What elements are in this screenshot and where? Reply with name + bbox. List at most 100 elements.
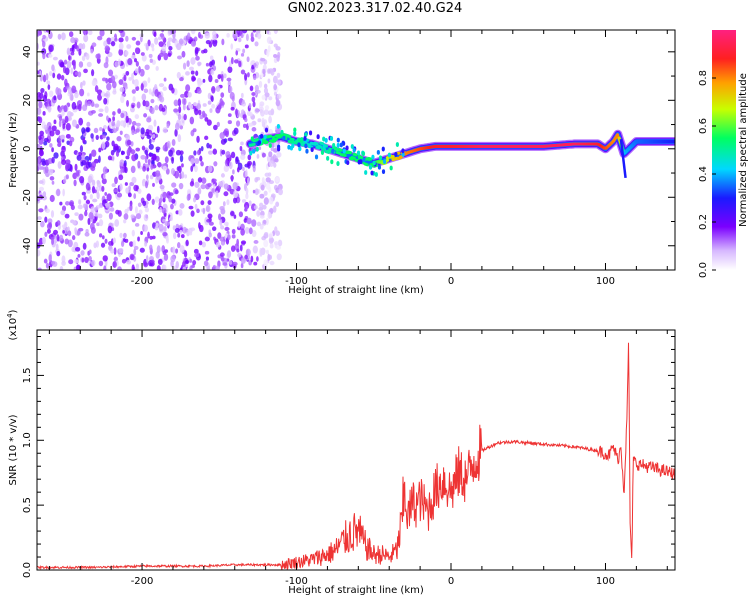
x-tick-label: 100 [596,276,615,287]
noise-cell [66,47,71,56]
ridge-blob [401,148,405,154]
noise-cell [131,104,135,109]
noise-cell [232,32,238,40]
noise-cell [144,64,150,71]
ridge-blob [376,149,380,155]
noise-cell [133,79,139,87]
noise-cell [196,135,200,143]
noise-cell [276,79,281,86]
noise-cell [191,76,197,81]
noise-cell [165,235,169,242]
noise-cell [59,61,65,68]
noise-cell [143,113,148,118]
noise-cell [86,100,92,107]
noise-cell [211,85,216,94]
noise-cell [240,228,245,236]
noise-cell [162,264,167,270]
noise-cell [253,239,259,244]
noise-cell [228,60,232,68]
noise-cell [161,30,164,33]
noise-cell [208,74,213,83]
noise-cell [83,194,87,201]
noise-cell [133,248,137,256]
noise-cell [83,68,88,74]
noise-cell [98,260,104,267]
noise-cell [194,181,200,188]
noise-cell [244,226,250,234]
noise-cell [179,93,186,98]
noise-cell [202,113,208,118]
noise-cell [49,130,55,137]
noise-cell [160,193,163,202]
noise-cell [92,198,98,203]
noise-cell [74,91,79,99]
noise-cell [125,155,130,160]
spectrogram-x-label: Height of straight line (km) [288,285,424,296]
noise-cell [96,89,103,95]
noise-cell [77,71,82,78]
noise-cell [82,138,86,144]
noise-cell [64,78,68,87]
noise-cell [233,190,238,199]
noise-cell [45,72,49,81]
noise-cell [42,191,47,198]
ridge-blob [329,136,334,141]
noise-cell [44,208,50,214]
noise-cell [107,69,114,77]
noise-cell [232,169,235,175]
noise-cell [158,223,164,232]
noise-cell [157,36,162,41]
noise-cell [196,88,202,94]
noise-cell [267,78,271,84]
noise-cell [132,96,136,102]
noise-cell [242,48,246,54]
noise-cell [177,98,182,107]
noise-cell [155,170,161,177]
noise-cell [102,255,108,262]
noise-cell [70,51,75,56]
noise-cell [148,152,152,158]
noise-cell [48,90,54,98]
noise-cell [148,53,153,58]
noise-cell [260,184,265,191]
noise-cell [84,232,90,237]
noise-cell [143,261,149,268]
noise-cell [240,92,244,98]
noise-cell [254,188,259,196]
noise-cell [163,77,167,82]
noise-cell [38,180,44,184]
ridge-cell [250,142,256,147]
noise-cell [223,221,229,226]
noise-cell [77,253,81,258]
noise-cell [167,52,172,58]
noise-cell [214,265,220,270]
noise-cell [127,58,133,66]
noise-cell [230,106,235,111]
ridge-blob [401,152,405,157]
noise-cell [123,219,127,224]
noise-cell [172,30,177,34]
noise-cell [154,88,159,97]
noise-cell [220,257,225,262]
noise-cell [247,154,252,161]
ridge-blob [314,154,319,160]
noise-cell [61,260,66,266]
noise-cell [276,253,282,261]
noise-cell [131,176,137,184]
noise-cell [241,99,245,105]
noise-cell [112,111,116,116]
noise-cell [233,127,239,135]
noise-cell [93,127,99,134]
noise-cell [182,226,187,234]
noise-cell [119,159,125,167]
noise-cell [90,48,94,54]
noise-cell [173,108,179,113]
noise-cell [119,120,126,127]
noise-cell [184,259,190,265]
noise-cell [102,77,107,82]
noise-cell [135,85,140,92]
noise-cell [168,217,173,221]
noise-cell [210,95,214,102]
y-tick-label: 1.0 [22,432,33,448]
noise-cell [236,248,240,253]
